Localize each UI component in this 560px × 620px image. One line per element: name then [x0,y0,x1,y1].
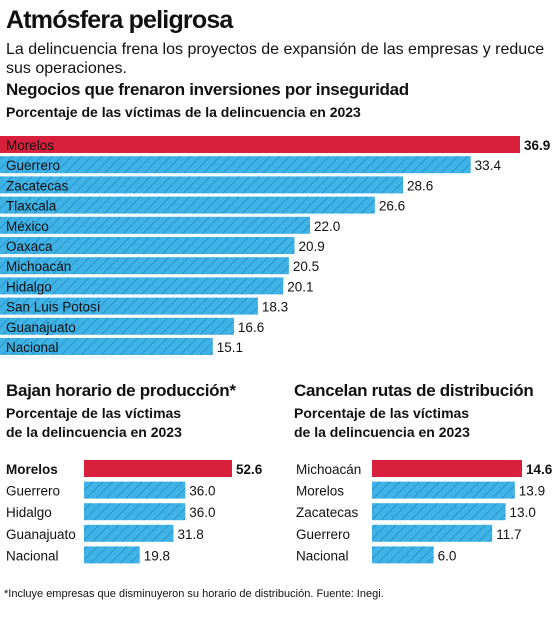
bar-guerrero [372,524,493,542]
bar-méxico [0,216,311,234]
bar-morelos [372,481,515,499]
bar-zacatecas [372,503,506,521]
value-label: 31.8 [177,527,203,542]
category-label: México [6,219,49,234]
value-label: 36.0 [189,484,215,499]
bar-nacional [84,546,140,564]
value-label: 28.6 [407,178,433,193]
bar-guerrero [84,481,186,499]
category-label: Tlaxcala [6,199,57,214]
bar-hidalgo [0,277,284,295]
value-label: 20.1 [287,279,313,294]
bar-morelos [0,136,520,153]
footnote: *Incluye empresas que disminuyeron su ho… [4,588,384,600]
bar-tlaxcala [0,196,375,214]
value-label: 13.9 [519,484,545,499]
category-label: Michoacán [6,259,71,274]
category-label: Michoacán [296,462,361,477]
bar-oaxaca [0,237,295,254]
value-label: 11.7 [496,527,521,542]
bar-hidalgo [84,503,186,521]
value-label: 15.1 [217,340,243,355]
category-label: Nacional [6,548,59,563]
value-label: 13.0 [510,505,536,520]
value-label: 6.0 [438,548,457,563]
chart-3-subtitle-line-2: de la delincuencia en 2023 [294,424,470,440]
chart-1: Morelos 36.9 Guerrero 33.4 Zacatecas 28.6 Tlax… [0,136,550,355]
value-label: 22.0 [314,219,340,234]
category-label: Zacatecas [296,505,359,520]
category-label: Guanajuato [6,527,76,542]
chart-2-title: Bajan horario de producción* [6,381,236,400]
category-label: Morelos [296,484,344,499]
chart-2-subtitle-line-2: de la delincuencia en 2023 [6,424,182,440]
value-label: 36.0 [189,505,215,520]
category-label: Nacional [296,548,349,563]
category-label: Hidalgo [6,505,52,520]
value-label: 18.3 [262,300,288,315]
chart-3: Michoacán 14.6 Morelos 13.9 Zacatecas 13.0 Gue… [296,460,553,564]
category-label: Hidalgo [6,279,52,294]
value-label: 52.6 [236,462,263,477]
bar-guerrero [0,156,471,174]
category-label: Guerrero [296,527,350,542]
bar-guanajuato [0,317,234,335]
bar-morelos [84,460,232,477]
headline: Atmósfera peligrosa [6,6,233,34]
bar-san-luis-potosí [0,297,258,315]
chart-2: Morelos 52.6 Guerrero 36.0 Hidalgo 36.0 Guanaj… [6,460,263,564]
category-label: Nacional [6,340,59,355]
chart-3-subtitle-line-1: Porcentaje de las víctimas [294,405,470,421]
value-label: 14.6 [526,462,553,477]
category-label: Guanajuato [6,320,76,335]
category-label: Guerrero [6,484,60,499]
dek-text: La delincuencia frena los proyectos de e… [6,41,545,77]
category-label: Morelos [6,138,54,153]
value-label: 36.9 [524,138,550,153]
category-label: Guerrero [6,158,60,173]
value-label: 20.5 [293,259,319,274]
bar-michoacán [372,460,522,477]
category-label: Oaxaca [6,239,53,254]
chart-1-title: Negocios que frenaron inversiones por in… [6,80,409,99]
chart-3-title: Cancelan rutas de distribución [294,381,534,400]
category-label: San Luis Potosí [6,300,101,315]
value-label: 16.6 [238,320,264,335]
chart-1-subtitle: Porcentaje de las víctimas de la delincu… [6,104,361,120]
category-label: Morelos [6,462,58,477]
bar-nacional [372,546,434,564]
value-label: 26.6 [379,199,405,214]
value-label: 19.8 [144,548,170,563]
category-label: Zacatecas [6,178,69,193]
bar-nacional [0,338,213,355]
bar-michoacán [0,257,289,275]
value-label: 20.9 [299,239,325,254]
value-label: 33.4 [475,158,502,173]
chart-2-subtitle-line-1: Porcentaje de las víctimas [6,405,182,421]
bar-guanajuato [84,524,174,542]
bar-zacatecas [0,176,404,194]
